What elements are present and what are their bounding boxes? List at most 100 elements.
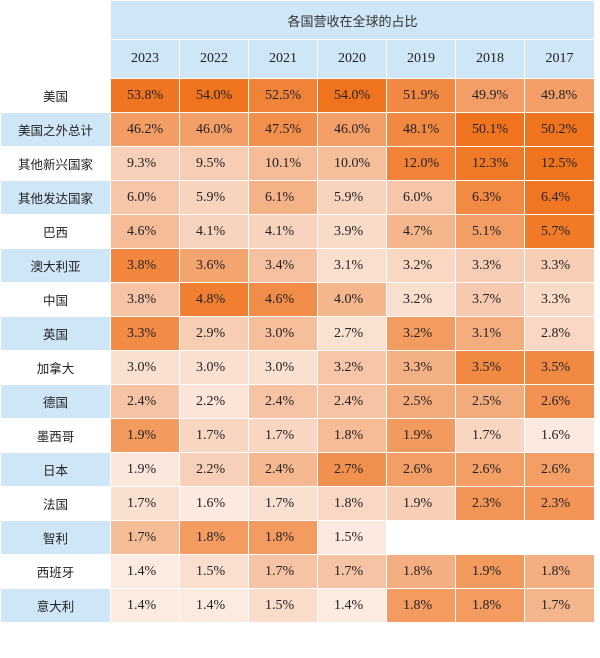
heatmap-cell: 4.6% bbox=[110, 214, 180, 249]
heatmap-cell: 3.7% bbox=[455, 282, 525, 317]
title-row: 各国营收在全球的占比 bbox=[0, 0, 596, 40]
corner-cell bbox=[0, 0, 111, 40]
heatmap-cell: 4.1% bbox=[179, 214, 249, 249]
heatmap-cell: 1.6% bbox=[179, 486, 249, 521]
heatmap-cell: 54.0% bbox=[317, 78, 387, 113]
heatmap-cell: 2.2% bbox=[179, 384, 249, 419]
table-row: 西班牙 1.4% 1.5% 1.7% 1.7% 1.8% 1.9% 1.8% bbox=[0, 554, 596, 589]
table-row: 美国 53.8% 54.0% 52.5% 54.0% 51.9% 49.9% 49.8% bbox=[0, 78, 596, 113]
heatmap-cell: 1.7% bbox=[110, 486, 180, 521]
heatmap-cell: 49.8% bbox=[523, 78, 596, 113]
row-label: 美国之外总计 bbox=[0, 112, 111, 147]
heatmap-cell: 3.5% bbox=[455, 350, 525, 385]
heatmap-cell: 5.7% bbox=[523, 214, 596, 249]
heatmap-cell: 49.9% bbox=[455, 78, 525, 113]
column-header-year: 2018 bbox=[455, 39, 525, 79]
heatmap-cell: 2.4% bbox=[317, 384, 387, 419]
table-row: 智利 1.7% 1.8% 1.8% 1.5% bbox=[0, 520, 596, 555]
heatmap-cell: 3.2% bbox=[386, 282, 456, 317]
year-header-row: 2023 2022 2021 2020 2019 2018 2017 bbox=[0, 39, 596, 79]
heatmap-cell: 1.7% bbox=[179, 418, 249, 453]
row-label: 墨西哥 bbox=[0, 418, 111, 453]
heatmap-cell: 2.6% bbox=[386, 452, 456, 487]
heatmap-cell: 2.4% bbox=[248, 452, 318, 487]
heatmap-cell: 12.0% bbox=[386, 146, 456, 181]
heatmap-cell: 2.5% bbox=[455, 384, 525, 419]
heatmap-cell: 2.6% bbox=[523, 384, 596, 419]
heatmap-cell bbox=[455, 520, 525, 555]
table-row: 意大利 1.4% 1.4% 1.5% 1.4% 1.8% 1.8% 1.7% bbox=[0, 588, 596, 623]
column-header-year: 2021 bbox=[248, 39, 318, 79]
heatmap-cell: 1.5% bbox=[179, 554, 249, 589]
heatmap-cell: 1.7% bbox=[248, 554, 318, 589]
heatmap-cell: 1.8% bbox=[386, 554, 456, 589]
heatmap-cell: 9.3% bbox=[110, 146, 180, 181]
row-label: 英国 bbox=[0, 316, 111, 351]
heatmap-cell: 1.8% bbox=[455, 588, 525, 623]
heatmap-cell: 1.7% bbox=[317, 554, 387, 589]
heatmap-cell: 2.3% bbox=[523, 486, 596, 521]
heatmap-cell: 2.5% bbox=[386, 384, 456, 419]
heatmap-cell: 2.4% bbox=[110, 384, 180, 419]
heatmap-cell: 3.0% bbox=[248, 350, 318, 385]
heatmap-cell: 1.8% bbox=[317, 418, 387, 453]
heatmap-cell: 6.0% bbox=[386, 180, 456, 215]
heatmap-cell: 1.4% bbox=[110, 588, 180, 623]
heatmap-cell: 1.8% bbox=[317, 486, 387, 521]
row-label: 日本 bbox=[0, 452, 111, 487]
heatmap-cell: 1.4% bbox=[110, 554, 180, 589]
heatmap-cell: 3.5% bbox=[523, 350, 596, 385]
heatmap-cell: 3.2% bbox=[386, 316, 456, 351]
heatmap-cell: 46.2% bbox=[110, 112, 180, 147]
heatmap-cell: 3.2% bbox=[386, 248, 456, 283]
heatmap-cell: 46.0% bbox=[317, 112, 387, 147]
table-row: 加拿大 3.0% 3.0% 3.0% 3.2% 3.3% 3.5% 3.5% bbox=[0, 350, 596, 385]
heatmap-cell: 52.5% bbox=[248, 78, 318, 113]
heatmap-cell: 1.4% bbox=[317, 588, 387, 623]
heatmap-cell: 10.1% bbox=[248, 146, 318, 181]
heatmap-cell: 4.1% bbox=[248, 214, 318, 249]
heatmap-cell: 1.6% bbox=[523, 418, 596, 453]
table-row: 法国 1.7% 1.6% 1.7% 1.8% 1.9% 2.3% 2.3% bbox=[0, 486, 596, 521]
row-label: 其他发达国家 bbox=[0, 180, 111, 215]
row-label: 德国 bbox=[0, 384, 111, 419]
heatmap-cell bbox=[523, 520, 596, 555]
row-label: 中国 bbox=[0, 282, 111, 317]
heatmap-cell: 51.9% bbox=[386, 78, 456, 113]
heatmap-cell: 1.5% bbox=[317, 520, 387, 555]
heatmap-cell: 6.1% bbox=[248, 180, 318, 215]
heatmap-cell: 3.6% bbox=[179, 248, 249, 283]
row-label: 智利 bbox=[0, 520, 111, 555]
heatmap-cell: 1.9% bbox=[386, 486, 456, 521]
heatmap-cell: 3.3% bbox=[523, 248, 596, 283]
heatmap-cell: 1.8% bbox=[523, 554, 596, 589]
heatmap-cell: 3.4% bbox=[248, 248, 318, 283]
heatmap-cell: 1.7% bbox=[248, 486, 318, 521]
heatmap-cell: 2.3% bbox=[455, 486, 525, 521]
heatmap-cell: 4.7% bbox=[386, 214, 456, 249]
heatmap-cell: 6.3% bbox=[455, 180, 525, 215]
heatmap-cell: 4.8% bbox=[179, 282, 249, 317]
revenue-share-heatmap-table: 各国营收在全球的占比 2023 2022 2021 2020 2019 2018 2017 … bbox=[0, 0, 596, 623]
heatmap-cell: 53.8% bbox=[110, 78, 180, 113]
heatmap-cell: 3.3% bbox=[455, 248, 525, 283]
table-row: 德国 2.4% 2.2% 2.4% 2.4% 2.5% 2.5% 2.6% bbox=[0, 384, 596, 419]
heatmap-body: 美国 53.8% 54.0% 52.5% 54.0% 51.9% 49.9% 49.8% 美国之… bbox=[0, 78, 596, 623]
heatmap-cell: 3.8% bbox=[110, 282, 180, 317]
table-row: 巴西 4.6% 4.1% 4.1% 3.9% 4.7% 5.1% 5.7% bbox=[0, 214, 596, 249]
heatmap-cell: 2.6% bbox=[455, 452, 525, 487]
heatmap-cell: 12.5% bbox=[523, 146, 596, 181]
heatmap-cell: 54.0% bbox=[179, 78, 249, 113]
row-label: 法国 bbox=[0, 486, 111, 521]
heatmap-cell: 1.5% bbox=[248, 588, 318, 623]
heatmap-cell: 46.0% bbox=[179, 112, 249, 147]
row-label: 美国 bbox=[0, 78, 111, 113]
heatmap-cell: 3.2% bbox=[317, 350, 387, 385]
heatmap-cell: 3.3% bbox=[386, 350, 456, 385]
heatmap-cell: 50.1% bbox=[455, 112, 525, 147]
heatmap-cell: 3.0% bbox=[179, 350, 249, 385]
heatmap-cell: 1.4% bbox=[179, 588, 249, 623]
row-label: 澳大利亚 bbox=[0, 248, 111, 283]
heatmap-cell: 1.7% bbox=[110, 520, 180, 555]
column-header-year: 2020 bbox=[317, 39, 387, 79]
